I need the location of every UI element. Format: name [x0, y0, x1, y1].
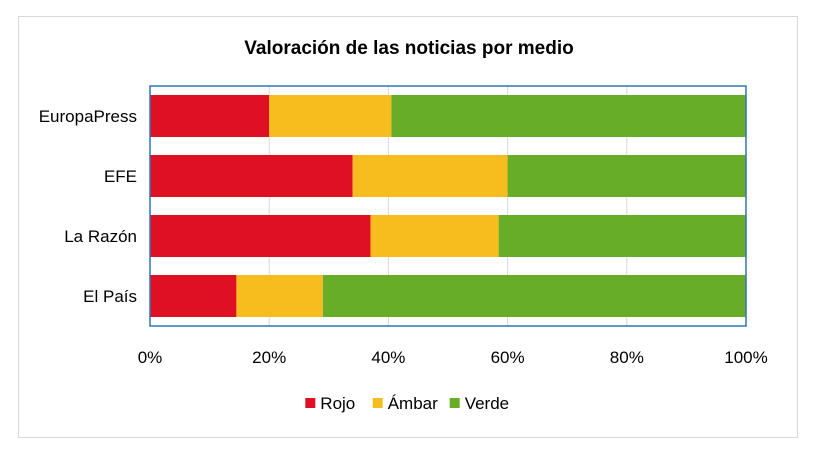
x-axis-tick-labels: 0% 20% 40% 60% 80% 100%: [138, 348, 768, 367]
bar-ámbar-0: [269, 95, 392, 137]
bars: [150, 95, 746, 317]
bar-ámbar-3: [236, 275, 323, 317]
x-tick-label: 60%: [491, 348, 525, 367]
bar-ámbar-2: [370, 215, 499, 257]
legend-swatch-verde: [449, 398, 460, 408]
bar-rojo-2: [150, 215, 371, 257]
bar-verde-1: [507, 155, 746, 197]
legend-label-rojo: Rojo: [320, 394, 355, 413]
legend-label-verde: Verde: [465, 394, 509, 413]
bar-rojo-1: [150, 155, 353, 197]
bar-ámbar-1: [352, 155, 508, 197]
category-label: La Razón: [64, 227, 137, 246]
bar-verde-0: [391, 95, 746, 137]
x-tick-label: 40%: [371, 348, 405, 367]
category-label: El País: [83, 287, 137, 306]
legend: Rojo Ámbar Verde: [305, 394, 509, 413]
legend-label-ámbar: Ámbar: [388, 394, 438, 413]
x-tick-label: 100%: [724, 348, 767, 367]
x-tick-label: 80%: [610, 348, 644, 367]
x-tick-label: 0%: [138, 348, 163, 367]
bar-verde-3: [322, 275, 746, 317]
legend-swatch-rojo: [305, 398, 316, 408]
bar-verde-2: [498, 215, 746, 257]
category-labels: EuropaPress EFE La Razón El País: [39, 107, 137, 306]
plot-area-border: [149, 85, 747, 327]
legend-swatch-ámbar: [372, 398, 383, 408]
x-tick-label: 20%: [252, 348, 286, 367]
category-label: EuropaPress: [39, 107, 137, 126]
bar-rojo-0: [150, 95, 270, 137]
bar-rojo-3: [150, 275, 237, 317]
chart-title: Valoración de las noticias por medio: [244, 38, 573, 59]
category-label: EFE: [104, 167, 137, 186]
